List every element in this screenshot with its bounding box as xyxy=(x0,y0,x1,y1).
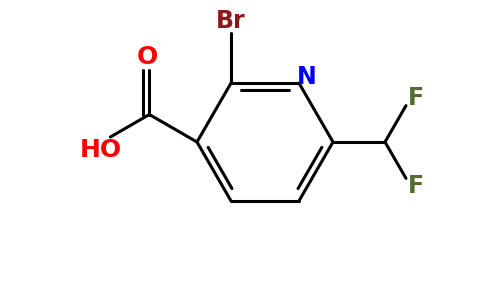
Text: HO: HO xyxy=(79,138,121,162)
Text: N: N xyxy=(297,65,317,89)
Text: F: F xyxy=(408,85,424,109)
Text: O: O xyxy=(137,44,158,68)
Text: F: F xyxy=(408,174,424,198)
Text: Br: Br xyxy=(216,9,246,33)
